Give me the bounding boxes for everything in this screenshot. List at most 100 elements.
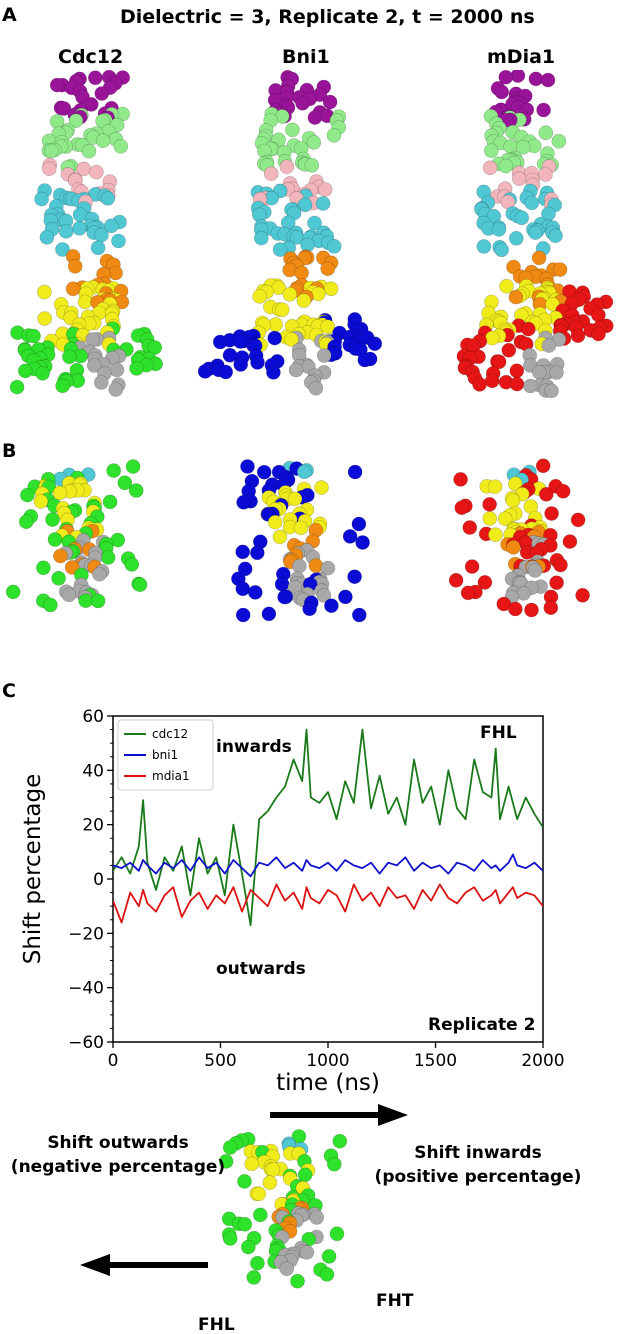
- atom-sphere: [277, 589, 292, 605]
- atom-sphere: [498, 158, 514, 174]
- atom-sphere: [357, 352, 373, 368]
- atom-sphere: [306, 135, 322, 150]
- atom-sphere: [108, 382, 124, 397]
- atom-sphere: [544, 506, 559, 521]
- atom-sphere: [72, 221, 87, 236]
- atom-sphere: [531, 250, 547, 266]
- atom-sphere: [279, 159, 295, 174]
- atom-sphere: [266, 365, 281, 380]
- panel-letter-c: C: [2, 680, 16, 702]
- atom-sphere: [274, 576, 290, 592]
- molecule-b-mdia1: [448, 458, 590, 618]
- atom-sphere: [233, 334, 248, 349]
- atom-sphere: [287, 491, 303, 507]
- atom-sphere: [464, 559, 480, 574]
- y-tick-label: −20: [68, 924, 104, 944]
- atom-sphere: [295, 95, 310, 111]
- atom-sphere: [9, 379, 25, 395]
- atom-sphere: [545, 296, 560, 312]
- atom-sphere: [250, 355, 265, 370]
- atom-sphere: [342, 529, 358, 544]
- atom-sphere: [272, 529, 288, 545]
- atom-sphere: [484, 330, 500, 346]
- atom-sphere: [222, 1231, 238, 1246]
- atom-sphere: [282, 287, 298, 302]
- atom-sphere: [347, 569, 362, 585]
- atom-sphere: [453, 472, 468, 487]
- atom-sphere: [244, 1156, 259, 1172]
- atom-sphere: [324, 598, 339, 614]
- atom-sphere: [509, 363, 525, 379]
- atom-sphere: [78, 593, 93, 609]
- protein-label-bni1: Bni1: [282, 46, 330, 68]
- atom-sphere: [292, 558, 307, 574]
- protein-label-mdia1: mDia1: [487, 46, 556, 68]
- atom-sphere: [274, 302, 290, 318]
- atom-sphere: [62, 349, 77, 365]
- atom-sphere: [262, 1175, 278, 1190]
- figure-title: Dielectric = 3, Replicate 2, t = 2000 ns: [120, 6, 535, 28]
- atom-sphere: [237, 1217, 253, 1232]
- atom-sphere: [218, 1154, 234, 1169]
- atom-sphere: [124, 557, 140, 572]
- atom-sphere: [454, 500, 470, 516]
- label-shift-inwards: Shift inwards: [414, 1143, 541, 1163]
- legend-label-cdc12: cdc12: [152, 727, 188, 741]
- atom-sphere: [544, 383, 559, 399]
- atom-sphere: [528, 225, 543, 240]
- atom-sphere: [249, 545, 265, 561]
- atom-sphere: [20, 487, 35, 503]
- x-axis: 0 500 1000 1500 2000: [108, 1042, 565, 1071]
- atom-sphere: [326, 239, 342, 254]
- atom-sphere: [482, 160, 498, 176]
- atom-sphere: [53, 548, 68, 564]
- atom-sphere: [147, 340, 162, 355]
- atom-sphere: [315, 196, 331, 211]
- atom-sphere: [476, 239, 492, 254]
- atom-sphere: [488, 527, 503, 543]
- atom-sphere: [125, 459, 141, 474]
- atom-sphere: [541, 338, 557, 353]
- atom-sphere: [36, 560, 51, 576]
- series-line-mdia1: [113, 883, 543, 924]
- atom-sphere: [524, 195, 540, 211]
- molecule-a-mdia1: [456, 70, 614, 399]
- y-tick-label: −40: [68, 979, 104, 999]
- atom-sphere: [487, 479, 503, 495]
- atom-sphere: [535, 458, 551, 474]
- atom-sphere: [263, 166, 279, 181]
- atom-sphere: [240, 459, 255, 474]
- atom-sphere: [256, 464, 272, 480]
- atom-sphere: [511, 171, 527, 186]
- atom-sphere: [90, 240, 106, 256]
- atom-sphere: [323, 281, 339, 297]
- y-tick-label: 20: [82, 816, 104, 836]
- atom-sphere: [462, 520, 478, 535]
- atom-sphere: [252, 1207, 268, 1223]
- atom-sphere: [314, 480, 329, 495]
- atom-sphere: [94, 86, 110, 101]
- shift-chart: 60 40 20 0 −20 −40 −60 0 500 1000 1500 2000 Shift …: [20, 707, 565, 1096]
- atom-sphere: [351, 607, 367, 623]
- atom-sphere: [322, 94, 338, 110]
- atom-sphere: [261, 606, 277, 622]
- atom-sphere: [293, 520, 309, 536]
- atom-sphere: [320, 560, 336, 576]
- atom-sphere: [562, 534, 578, 549]
- atom-sphere: [81, 143, 97, 159]
- legend-label-mdia1: mdia1: [152, 769, 190, 783]
- atom-sphere: [17, 363, 33, 379]
- atom-sphere: [43, 597, 58, 613]
- atom-sphere: [39, 230, 55, 245]
- atom-sphere: [308, 380, 324, 396]
- atom-sphere: [104, 218, 119, 234]
- atom-sphere: [52, 485, 68, 501]
- atom-sphere: [290, 1273, 305, 1289]
- x-tick-label: 2000: [521, 1051, 564, 1071]
- atom-sphere: [37, 311, 53, 326]
- atom-sphere: [100, 550, 116, 565]
- atom-sphere: [516, 139, 531, 155]
- x-tick-label: 0: [108, 1051, 119, 1071]
- atom-sphere: [555, 483, 571, 499]
- annotation-replicate: Replicate 2: [428, 1015, 535, 1035]
